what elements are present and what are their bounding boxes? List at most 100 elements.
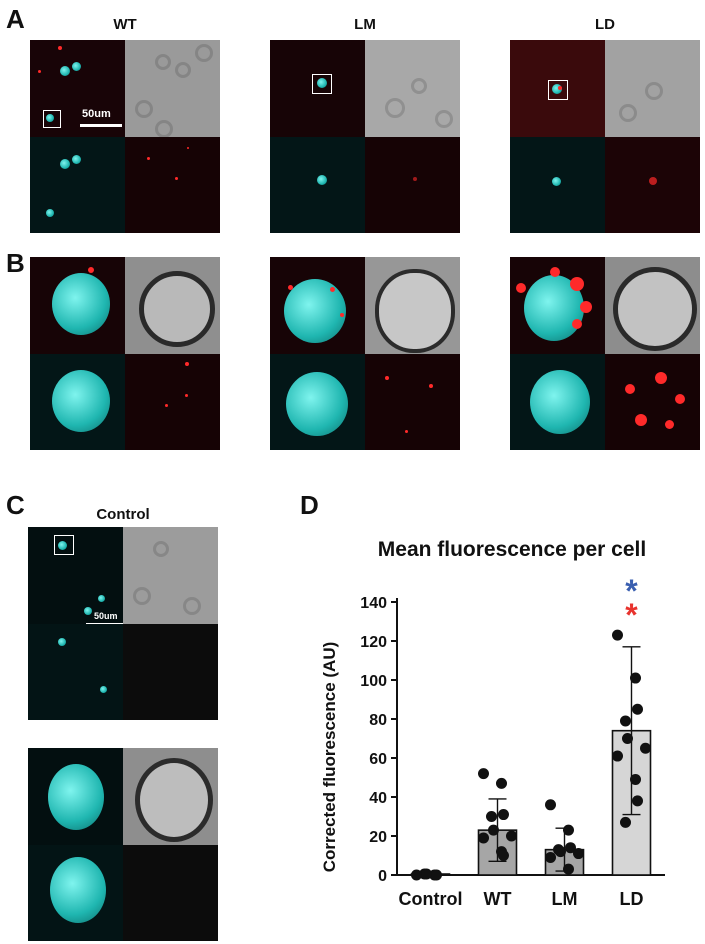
data-point (630, 773, 641, 785)
signal-channel (125, 353, 220, 450)
merged-channel: 50um (30, 40, 125, 137)
data-point (612, 629, 623, 641)
y-tick-label: 100 (360, 673, 387, 690)
scale-label: 50um (94, 611, 118, 621)
data-point (411, 869, 422, 881)
signal-channel (125, 136, 220, 233)
data-point (496, 777, 507, 789)
brightfield-channel (365, 257, 460, 354)
brightfield-channel (605, 40, 700, 137)
merged-channel (30, 257, 125, 354)
nucleus-channel (28, 623, 123, 720)
micrograph-a-ld (510, 40, 700, 233)
data-point (563, 863, 574, 875)
data-point (620, 816, 631, 828)
scale-bar (86, 623, 123, 624)
data-point (431, 869, 442, 881)
condition-label-control: Control (96, 506, 150, 523)
micrograph-b-ld (510, 257, 700, 450)
data-point (620, 715, 631, 727)
selection-box (548, 80, 568, 100)
merged-channel (28, 748, 123, 845)
data-point (573, 848, 584, 860)
signal-channel (605, 136, 700, 233)
selection-box (54, 535, 74, 555)
data-point (555, 846, 566, 858)
micrograph-c-control-overview: 50um (28, 527, 218, 720)
nucleus-channel (28, 844, 123, 941)
data-point (632, 795, 643, 807)
brightfield-channel (123, 748, 218, 845)
panel-letter-c: C (6, 490, 25, 520)
x-tick-label: Control (399, 889, 463, 909)
signal-channel (123, 844, 218, 941)
brightfield-channel (123, 527, 218, 624)
data-point (488, 824, 499, 836)
panel-letter-b: B (6, 248, 25, 278)
condition-label-lm: LM (354, 16, 376, 33)
data-point (640, 742, 651, 754)
brightfield-channel (125, 40, 220, 137)
data-point (632, 703, 643, 715)
selection-box (43, 110, 61, 128)
data-point (563, 824, 574, 836)
nucleus-channel (270, 353, 365, 450)
nucleus-channel (270, 136, 365, 233)
y-tick-label: 120 (360, 634, 387, 651)
y-tick-label: 140 (360, 595, 387, 612)
bar-chart: Mean fluorescence per cell Corrected flu… (320, 538, 665, 909)
signal-channel (365, 353, 460, 450)
nucleus-channel (30, 136, 125, 233)
selection-box (312, 74, 332, 94)
y-tick-label: 20 (369, 829, 387, 846)
y-axis-label: Corrected fluorescence (AU) (320, 642, 339, 873)
x-tick-label: WT (484, 889, 512, 909)
data-point (486, 811, 497, 822)
nucleus-channel (510, 353, 605, 450)
data-point (545, 851, 556, 863)
panel-letter-d: D (300, 490, 319, 520)
merged-channel (270, 40, 365, 137)
chart-title: Mean fluorescence per cell (378, 538, 646, 561)
scale-bar (80, 124, 122, 127)
data-point (506, 830, 517, 842)
data-point (612, 750, 623, 762)
micrograph-a-lm (270, 40, 460, 233)
micrograph-b-wt (30, 257, 220, 450)
y-tick-label: 0 (378, 868, 387, 885)
merged-channel: 50um (28, 527, 123, 624)
micrograph-b-lm (270, 257, 460, 450)
micrograph-c-control-zoom (28, 748, 218, 941)
y-tick-label: 40 (369, 790, 387, 807)
nucleus-channel (510, 136, 605, 233)
condition-label-ld: LD (595, 16, 615, 33)
condition-label-wt: WT (113, 16, 137, 33)
signal-channel (605, 353, 700, 450)
data-point (421, 868, 432, 880)
merged-channel (510, 257, 605, 354)
data-point (565, 842, 576, 854)
nucleus-channel (30, 353, 125, 450)
brightfield-channel (365, 40, 460, 137)
data-point (630, 672, 641, 684)
merged-channel (510, 40, 605, 137)
data-point (478, 832, 489, 844)
x-tick-label: LD (620, 889, 644, 909)
scale-label: 50um (82, 108, 111, 120)
signal-channel (365, 136, 460, 233)
data-point (478, 768, 489, 780)
significance-star-red: * (625, 597, 638, 633)
signal-channel (123, 623, 218, 720)
x-tick-label: LM (552, 889, 578, 909)
merged-channel (270, 257, 365, 354)
y-tick-label: 60 (369, 751, 387, 768)
brightfield-channel (125, 257, 220, 354)
brightfield-channel (605, 257, 700, 354)
panel-letter-a: A (6, 4, 25, 34)
significance-star-blue: * (625, 573, 638, 609)
y-tick-label: 80 (369, 712, 387, 729)
data-point (545, 799, 556, 811)
micrograph-a-wt: 50um (30, 40, 220, 233)
data-point (498, 809, 509, 821)
data-point (622, 733, 633, 744)
